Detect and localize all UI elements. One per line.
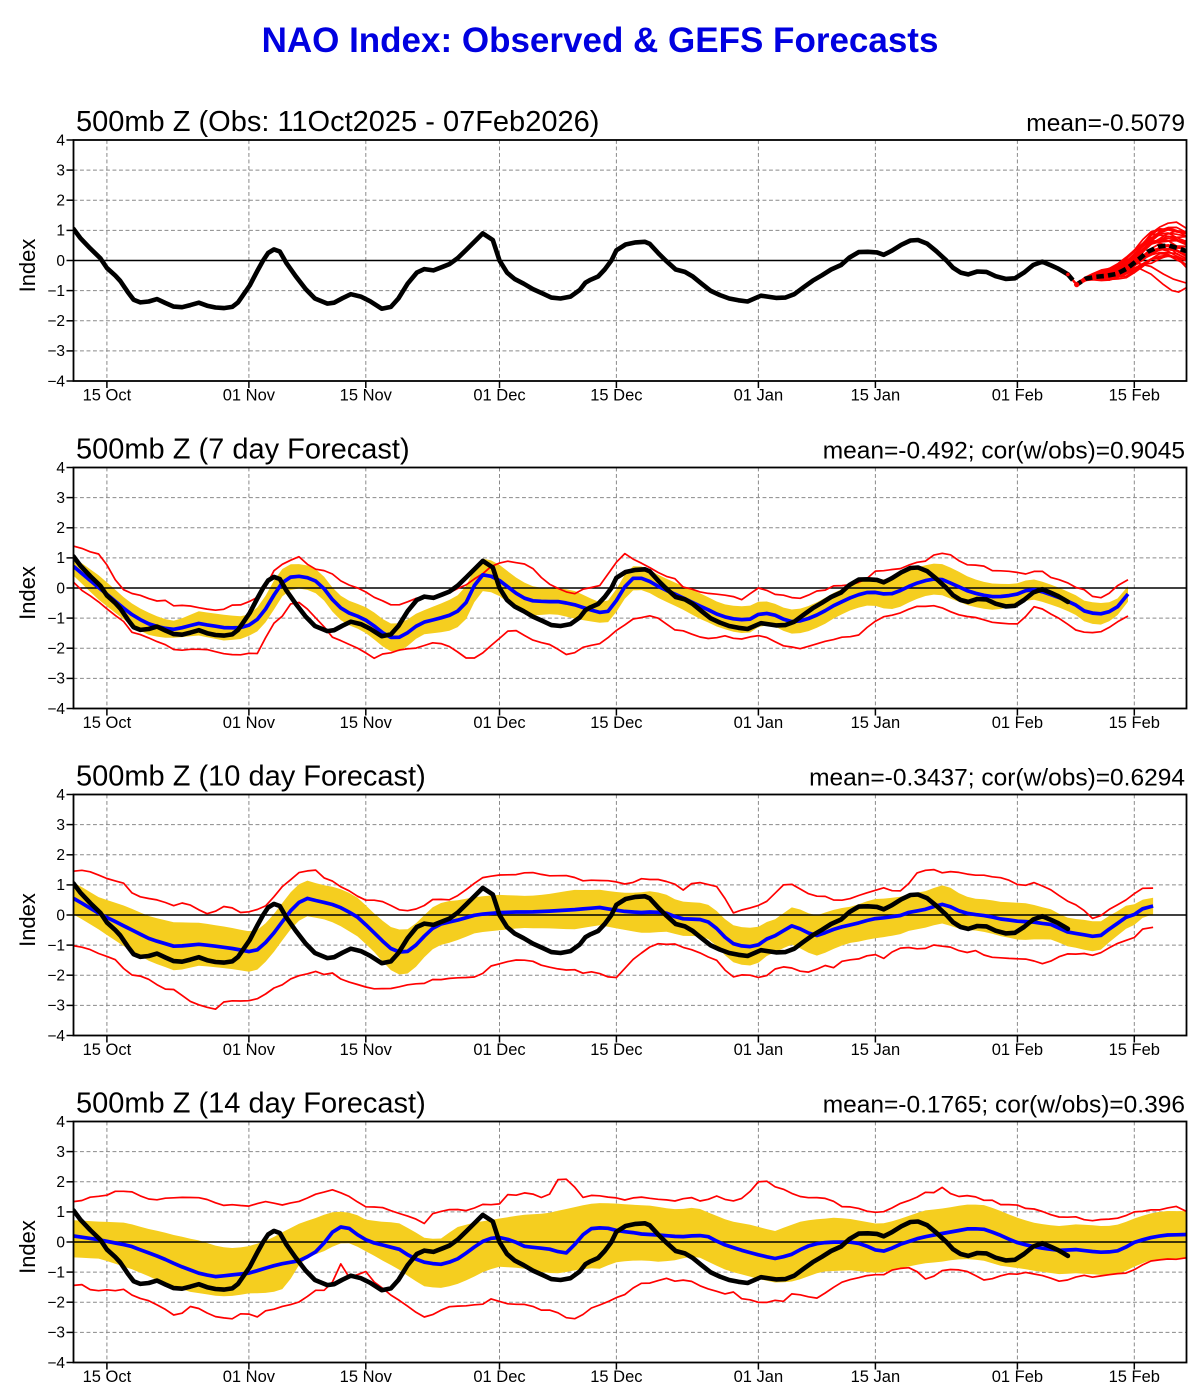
svg-text:−4: −4 (47, 701, 65, 718)
svg-text:4: 4 (56, 132, 65, 149)
svg-text:500mb Z (7 day Forecast): 500mb Z (7 day Forecast) (76, 434, 410, 466)
svg-text:15 Jan: 15 Jan (851, 1041, 901, 1059)
svg-text:15 Oct: 15 Oct (83, 714, 132, 732)
svg-text:0: 0 (56, 1234, 65, 1251)
svg-text:−3: −3 (47, 343, 65, 360)
svg-text:NAO Index: Observed & GEFS For: NAO Index: Observed & GEFS Forecasts (262, 21, 939, 60)
svg-text:1: 1 (56, 550, 65, 567)
svg-text:15 Nov: 15 Nov (340, 1368, 393, 1386)
svg-text:Index: Index (15, 239, 40, 293)
svg-text:3: 3 (56, 490, 65, 507)
svg-text:500mb Z (14 day Forecast): 500mb Z (14 day Forecast) (76, 1088, 426, 1120)
svg-text:01 Dec: 01 Dec (473, 1368, 525, 1386)
svg-text:−1: −1 (47, 283, 65, 300)
svg-text:−4: −4 (47, 1355, 65, 1372)
svg-text:01 Feb: 01 Feb (992, 714, 1043, 732)
svg-text:500mb Z (Obs: 11Oct2025 - 07Fe: 500mb Z (Obs: 11Oct2025 - 07Feb2026) (76, 106, 599, 138)
svg-text:3: 3 (56, 162, 65, 179)
svg-text:2: 2 (56, 847, 65, 864)
svg-text:0: 0 (56, 253, 65, 270)
svg-text:−2: −2 (47, 641, 65, 658)
svg-text:2: 2 (56, 193, 65, 210)
svg-text:15 Dec: 15 Dec (590, 387, 642, 405)
svg-text:01 Dec: 01 Dec (473, 714, 525, 732)
svg-text:3: 3 (56, 817, 65, 834)
svg-text:15 Jan: 15 Jan (851, 387, 901, 405)
svg-text:3: 3 (56, 1144, 65, 1161)
svg-text:−3: −3 (47, 998, 65, 1015)
svg-text:15 Jan: 15 Jan (851, 1368, 901, 1386)
svg-text:01 Jan: 01 Jan (734, 1368, 784, 1386)
svg-text:15 Feb: 15 Feb (1109, 1368, 1160, 1386)
svg-text:15 Dec: 15 Dec (590, 1368, 642, 1386)
svg-text:2: 2 (56, 520, 65, 537)
svg-text:1: 1 (56, 223, 65, 240)
svg-text:0: 0 (56, 580, 65, 597)
svg-text:15 Oct: 15 Oct (83, 1368, 132, 1386)
svg-text:mean=-0.492; cor(w/obs)=0.9045: mean=-0.492; cor(w/obs)=0.9045 (823, 438, 1185, 465)
svg-text:−1: −1 (47, 937, 65, 954)
svg-text:01 Nov: 01 Nov (223, 387, 276, 405)
svg-text:−2: −2 (47, 1295, 65, 1312)
svg-text:mean=-0.1765; cor(w/obs)=0.396: mean=-0.1765; cor(w/obs)=0.396 (823, 1092, 1185, 1119)
svg-text:−2: −2 (47, 313, 65, 330)
svg-text:0: 0 (56, 907, 65, 924)
svg-text:mean=-0.3437; cor(w/obs)=0.629: mean=-0.3437; cor(w/obs)=0.6294 (809, 765, 1185, 792)
svg-text:15 Nov: 15 Nov (340, 714, 393, 732)
svg-text:4: 4 (56, 1114, 65, 1131)
svg-text:1: 1 (56, 877, 65, 894)
svg-text:01 Nov: 01 Nov (223, 714, 276, 732)
svg-text:01 Nov: 01 Nov (223, 1368, 276, 1386)
svg-text:−1: −1 (47, 610, 65, 627)
svg-text:01 Feb: 01 Feb (992, 1041, 1043, 1059)
svg-text:01 Jan: 01 Jan (734, 387, 784, 405)
svg-text:Index: Index (15, 893, 40, 947)
svg-text:−3: −3 (47, 1325, 65, 1342)
svg-text:15 Dec: 15 Dec (590, 1041, 642, 1059)
svg-text:15 Feb: 15 Feb (1109, 714, 1160, 732)
svg-text:15 Jan: 15 Jan (851, 714, 901, 732)
svg-text:−3: −3 (47, 671, 65, 688)
svg-text:4: 4 (56, 460, 65, 477)
svg-text:15 Oct: 15 Oct (83, 387, 132, 405)
svg-text:Index: Index (15, 1220, 40, 1274)
svg-text:01 Dec: 01 Dec (473, 387, 525, 405)
svg-text:01 Jan: 01 Jan (734, 1041, 784, 1059)
svg-text:1: 1 (56, 1204, 65, 1221)
svg-text:−1: −1 (47, 1264, 65, 1281)
svg-text:2: 2 (56, 1174, 65, 1191)
svg-text:−2: −2 (47, 968, 65, 985)
svg-text:−4: −4 (47, 373, 65, 390)
svg-text:01 Dec: 01 Dec (473, 1041, 525, 1059)
svg-text:4: 4 (56, 787, 65, 804)
svg-text:01 Feb: 01 Feb (992, 1368, 1043, 1386)
svg-text:01 Nov: 01 Nov (223, 1041, 276, 1059)
svg-text:15 Dec: 15 Dec (590, 714, 642, 732)
svg-text:15 Nov: 15 Nov (340, 1041, 393, 1059)
svg-text:15 Feb: 15 Feb (1109, 1041, 1160, 1059)
svg-text:01 Feb: 01 Feb (992, 387, 1043, 405)
svg-text:15 Feb: 15 Feb (1109, 387, 1160, 405)
svg-text:Index: Index (15, 566, 40, 620)
svg-text:500mb Z (10 day Forecast): 500mb Z (10 day Forecast) (76, 761, 426, 793)
svg-text:01 Jan: 01 Jan (734, 714, 784, 732)
svg-text:15 Nov: 15 Nov (340, 387, 393, 405)
svg-text:−4: −4 (47, 1028, 65, 1045)
svg-text:15 Oct: 15 Oct (83, 1041, 132, 1059)
svg-text:mean=-0.5079: mean=-0.5079 (1026, 110, 1185, 137)
